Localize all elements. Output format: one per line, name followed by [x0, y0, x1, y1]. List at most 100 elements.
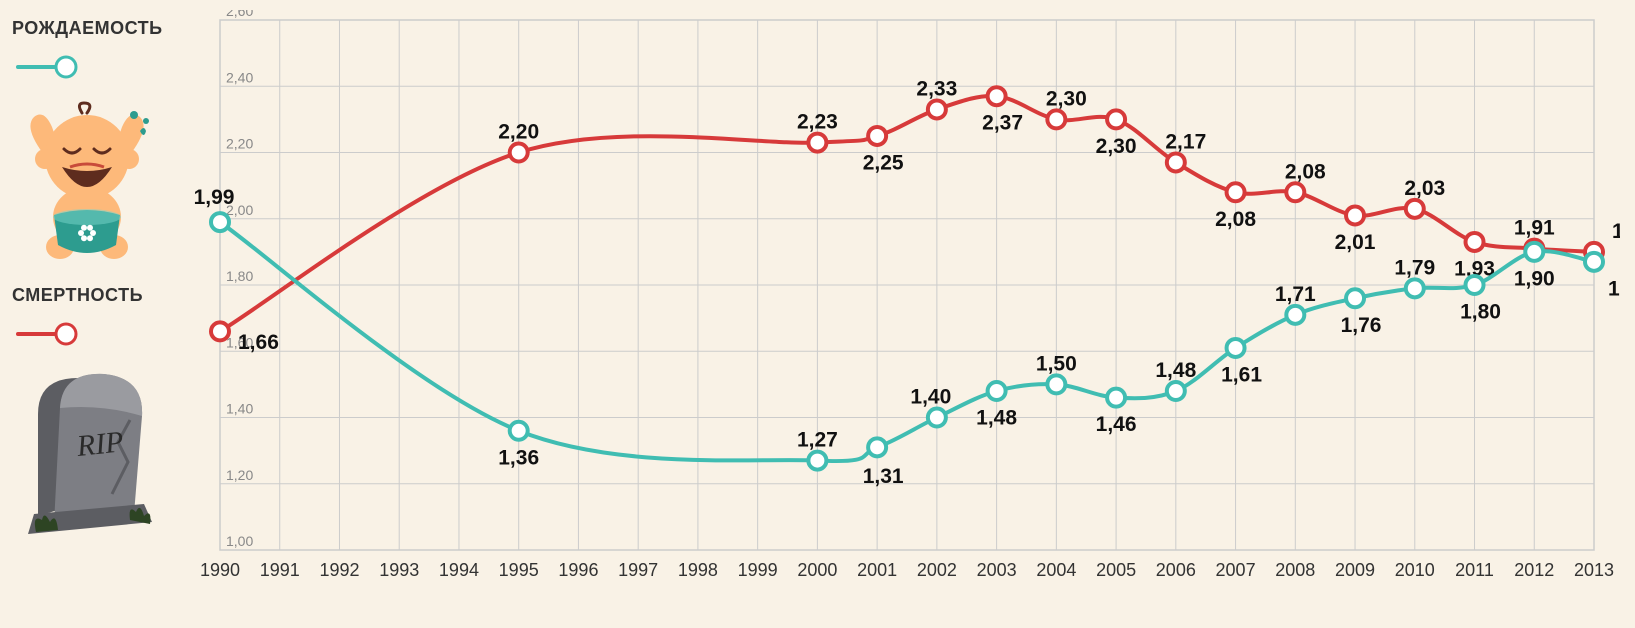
births-data-label: 1,99 — [194, 186, 235, 209]
deaths-marker — [1286, 183, 1304, 201]
x-tick-label: 1992 — [319, 560, 359, 580]
x-tick-label: 2000 — [797, 560, 837, 580]
births-marker — [808, 452, 826, 470]
births-data-label: 1,48 — [1155, 359, 1196, 382]
x-tick-label: 2005 — [1096, 560, 1136, 580]
deaths-marker — [211, 322, 229, 340]
y-tick-label: 2,20 — [226, 136, 253, 152]
births-data-label: 1,87 — [1608, 277, 1620, 300]
births-data-label: 1,50 — [1036, 352, 1077, 375]
deaths-marker — [1227, 183, 1245, 201]
deaths-data-label: 2,08 — [1215, 208, 1256, 231]
deaths-marker — [988, 87, 1006, 105]
y-tick-label: 2,40 — [226, 69, 253, 85]
births-marker — [1167, 382, 1185, 400]
deaths-data-label: 2,25 — [863, 151, 904, 174]
deaths-data-label: 2,30 — [1046, 87, 1087, 110]
deaths-marker — [1047, 110, 1065, 128]
deaths-marker — [1167, 153, 1185, 171]
births-marker — [1525, 243, 1543, 261]
deaths-data-label: 2,17 — [1165, 130, 1206, 153]
births-data-label: 1,36 — [498, 446, 539, 469]
deaths-data-label: 2,01 — [1335, 231, 1376, 254]
y-tick-label: 1,20 — [226, 467, 253, 483]
births-data-label: 1,31 — [863, 465, 904, 488]
x-tick-label: 1999 — [738, 560, 778, 580]
births-data-label: 1,71 — [1275, 283, 1316, 306]
deaths-data-label: 2,33 — [916, 77, 957, 100]
y-tick-label: 1,40 — [226, 401, 253, 417]
deaths-marker — [1346, 206, 1364, 224]
x-tick-label: 2002 — [917, 560, 957, 580]
births-marker — [928, 409, 946, 427]
x-tick-label: 1991 — [260, 560, 300, 580]
deaths-data-label: 1,91 — [1514, 217, 1555, 240]
births-data-label: 1,40 — [910, 386, 951, 409]
x-tick-label: 1994 — [439, 560, 479, 580]
births-marker — [211, 213, 229, 231]
x-tick-label: 2012 — [1514, 560, 1554, 580]
x-tick-label: 2010 — [1395, 560, 1435, 580]
births-data-label: 1,61 — [1221, 363, 1262, 386]
x-tick-label: 1995 — [499, 560, 539, 580]
births-marker — [1346, 289, 1364, 307]
x-tick-label: 1990 — [200, 560, 240, 580]
deaths-marker — [928, 100, 946, 118]
deaths-data-label: 2,20 — [498, 121, 539, 144]
y-tick-label: 1,00 — [226, 533, 253, 549]
births-data-label: 1,46 — [1096, 413, 1137, 436]
x-tick-label: 2003 — [977, 560, 1017, 580]
legend-deaths-title: СМЕРТНОСТЬ — [12, 285, 172, 306]
deaths-data-label: 2,37 — [982, 112, 1023, 135]
legend-births-title: РОЖДАЕМОСТЬ — [12, 18, 172, 39]
deaths-data-label: 2,08 — [1285, 160, 1326, 183]
deaths-data-label: 2,30 — [1096, 135, 1137, 158]
deaths-marker — [1406, 200, 1424, 218]
x-tick-label: 2001 — [857, 560, 897, 580]
legend-deaths-swatch — [12, 314, 142, 354]
x-tick-label: 1996 — [558, 560, 598, 580]
births-data-label: 1,90 — [1514, 267, 1555, 290]
legend-births-swatch — [12, 47, 142, 87]
x-tick-label: 1997 — [618, 560, 658, 580]
x-tick-label: 2004 — [1036, 560, 1076, 580]
legend-deaths: СМЕРТНОСТЬ RIP — [12, 285, 172, 544]
deaths-marker — [868, 127, 886, 145]
deaths-data-label: 1,66 — [238, 331, 279, 354]
x-tick-label: 2006 — [1156, 560, 1196, 580]
x-tick-label: 1998 — [678, 560, 718, 580]
deaths-data-label: 1,90 — [1612, 220, 1620, 243]
births-marker — [868, 438, 886, 456]
births-data-label: 1,48 — [976, 407, 1017, 430]
births-marker — [1585, 253, 1603, 271]
legend-births: РОЖДАЕМОСТЬ — [12, 18, 172, 267]
deaths-marker — [1466, 233, 1484, 251]
births-data-label: 1,76 — [1341, 314, 1382, 337]
x-tick-label: 1993 — [379, 560, 419, 580]
tombstone-icon: RIP — [12, 364, 162, 544]
chart-svg: 1,001,201,401,601,802,002,202,402,601990… — [180, 10, 1620, 590]
births-marker — [1107, 389, 1125, 407]
births-marker — [988, 382, 1006, 400]
deaths-marker — [1107, 110, 1125, 128]
births-data-label: 1,80 — [1460, 301, 1501, 324]
births-marker — [1286, 306, 1304, 324]
page-root: РОЖДАЕМОСТЬ СМЕРТНОСТЬ RIP 1,00 1,20 1,40 1… — [0, 0, 1635, 628]
y-tick-label: 1,80 — [226, 268, 253, 284]
deaths-marker — [808, 134, 826, 152]
births-data-label: 1,79 — [1394, 256, 1435, 279]
deaths-data-label: 2,23 — [797, 111, 838, 134]
x-tick-label: 2007 — [1216, 560, 1256, 580]
svg-text:RIP: RIP — [74, 425, 125, 463]
births-marker — [1227, 339, 1245, 357]
deaths-data-label: 2,03 — [1404, 177, 1445, 200]
baby-icon — [12, 97, 162, 267]
x-tick-label: 2009 — [1335, 560, 1375, 580]
deaths-marker — [510, 144, 528, 162]
births-marker — [1466, 276, 1484, 294]
x-tick-label: 2013 — [1574, 560, 1614, 580]
legend-column: РОЖДАЕМОСТЬ СМЕРТНОСТЬ RIP — [0, 0, 180, 628]
births-data-label: 1,27 — [797, 429, 838, 452]
x-tick-label: 2011 — [1455, 560, 1494, 580]
y-tick-label: 2,60 — [226, 10, 253, 19]
